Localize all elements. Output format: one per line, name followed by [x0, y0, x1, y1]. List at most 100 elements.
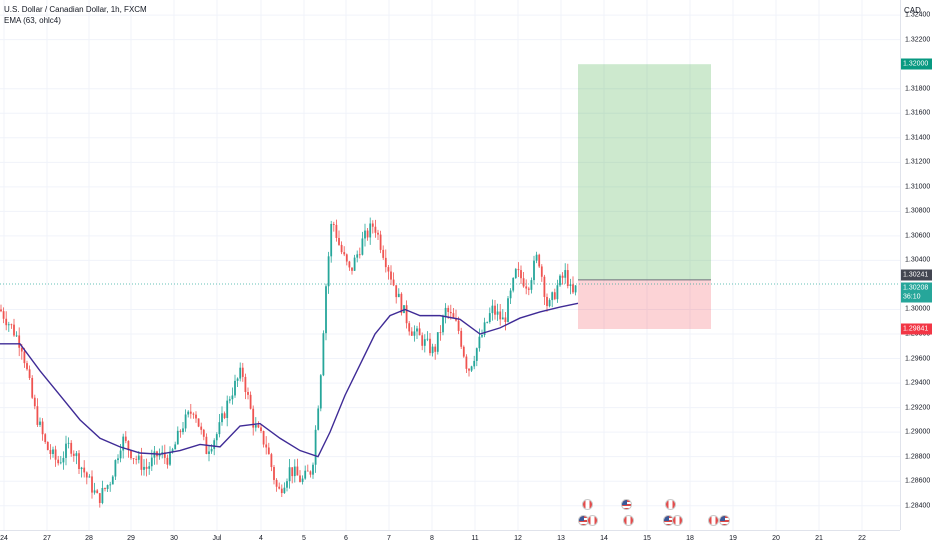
- price-chart[interactable]: [0, 0, 900, 530]
- candle-body: [182, 428, 184, 433]
- candle-body: [46, 441, 49, 450]
- candle-body: [501, 317, 504, 320]
- candle-body: [262, 431, 265, 445]
- candle-body: [244, 376, 247, 392]
- candle-body: [93, 490, 96, 493]
- candle-body: [499, 311, 502, 320]
- candle-body: [546, 296, 548, 307]
- stop-price-tag[interactable]: 1.29841: [901, 323, 932, 335]
- candle-body: [109, 484, 112, 486]
- candle-body: [20, 347, 23, 352]
- time-axis[interactable]: 24 27 28 29 30 Jul 4 5 6 7 8 11 12 13 14 15 18 19 20 21 22: [0, 530, 900, 551]
- candle-body: [410, 331, 413, 336]
- symbol-title[interactable]: U.S. Dollar / Canadian Dollar, 1h, FXCM: [4, 5, 147, 14]
- time-tick: 28: [85, 535, 93, 542]
- candle-body: [26, 363, 28, 370]
- candle-body: [335, 224, 338, 238]
- canada-flag-icon[interactable]: [672, 515, 683, 526]
- candle-body: [280, 488, 283, 494]
- time-tick: 13: [557, 535, 565, 542]
- candle-body: [522, 278, 525, 287]
- candle-body: [364, 230, 366, 239]
- candle-body: [465, 356, 468, 369]
- time-tick: 11: [471, 535, 479, 542]
- usa-flag-icon[interactable]: [719, 515, 730, 526]
- candle-body: [189, 411, 192, 414]
- indicator-label[interactable]: EMA (63, ohlc4): [4, 16, 61, 25]
- candle-body: [213, 440, 216, 449]
- candle-body: [52, 449, 54, 455]
- time-tick: 6: [344, 535, 348, 542]
- candle-body: [455, 318, 457, 321]
- candle-body: [299, 475, 301, 482]
- candle-body: [475, 348, 478, 361]
- candle-body: [319, 375, 322, 409]
- entry-price-tag[interactable]: 1.30241: [901, 269, 932, 281]
- candle-body: [561, 275, 564, 278]
- usa-flag-icon[interactable]: [621, 499, 632, 510]
- candle-body: [449, 311, 452, 314]
- target-price-tag[interactable]: 1.32000: [901, 58, 932, 70]
- candle-body: [343, 252, 346, 255]
- candle-body: [572, 284, 574, 293]
- candle-body: [447, 307, 450, 312]
- candle-body: [65, 443, 67, 458]
- candle-body: [114, 460, 117, 477]
- candle-body: [423, 339, 426, 346]
- candle-body: [98, 493, 101, 503]
- candle-body: [174, 444, 177, 450]
- candle-body: [418, 328, 421, 336]
- candle-body: [439, 332, 442, 334]
- candle-body: [358, 254, 361, 256]
- candle-body: [436, 332, 439, 352]
- canada-flag-icon[interactable]: [582, 499, 593, 510]
- canada-flag-icon[interactable]: [665, 499, 676, 510]
- candle-body: [470, 366, 473, 371]
- candle-body: [270, 454, 273, 468]
- candle-body: [395, 285, 398, 298]
- candle-body: [351, 267, 353, 271]
- chart-canvas[interactable]: U.S. Dollar / Canadian Dollar, 1h, FXCM …: [0, 0, 900, 530]
- time-tick: 7: [387, 535, 391, 542]
- time-tick: 29: [127, 535, 135, 542]
- candle-body: [566, 270, 569, 286]
- loss-zone: [578, 279, 711, 329]
- candle-body: [293, 466, 296, 477]
- canada-flag-icon[interactable]: [623, 515, 634, 526]
- time-tick: 21: [815, 535, 823, 542]
- candle-body: [462, 346, 465, 357]
- candle-body: [163, 452, 166, 458]
- candle-body: [88, 476, 91, 478]
- candles: [0, 217, 577, 508]
- candle-body: [145, 466, 148, 469]
- countdown-tag[interactable]: 36:10: [901, 291, 932, 303]
- candle-body: [535, 254, 538, 261]
- candle-body: [171, 449, 174, 452]
- candle-body: [10, 324, 13, 326]
- candle-body: [80, 467, 83, 470]
- candle-body: [137, 455, 140, 460]
- candle-body: [527, 288, 530, 290]
- candle-body: [187, 411, 190, 415]
- candle-body: [36, 406, 39, 425]
- candle-body: [44, 434, 47, 442]
- price-axis[interactable]: 1.32400 1.32200 1.31800 1.31600 1.31400 1.312…: [900, 0, 932, 530]
- candle-body: [267, 447, 270, 455]
- canada-flag-icon[interactable]: [708, 515, 719, 526]
- candle-body: [429, 338, 431, 354]
- candle-body: [507, 298, 509, 322]
- time-tick: 12: [514, 535, 522, 542]
- candle-body: [361, 238, 364, 255]
- canada-flag-icon[interactable]: [587, 515, 598, 526]
- price-tick: 1.29000: [905, 428, 931, 436]
- candle-body: [72, 453, 75, 456]
- candle-body: [559, 275, 561, 286]
- candle-body: [390, 271, 392, 280]
- candle-body: [431, 346, 434, 354]
- candle-body: [400, 293, 403, 314]
- candle-body: [306, 470, 309, 472]
- candle-body: [91, 476, 93, 493]
- candle-body: [231, 395, 234, 400]
- profit-zone: [578, 64, 711, 280]
- last-price-tag[interactable]: 1.30208: [901, 282, 932, 294]
